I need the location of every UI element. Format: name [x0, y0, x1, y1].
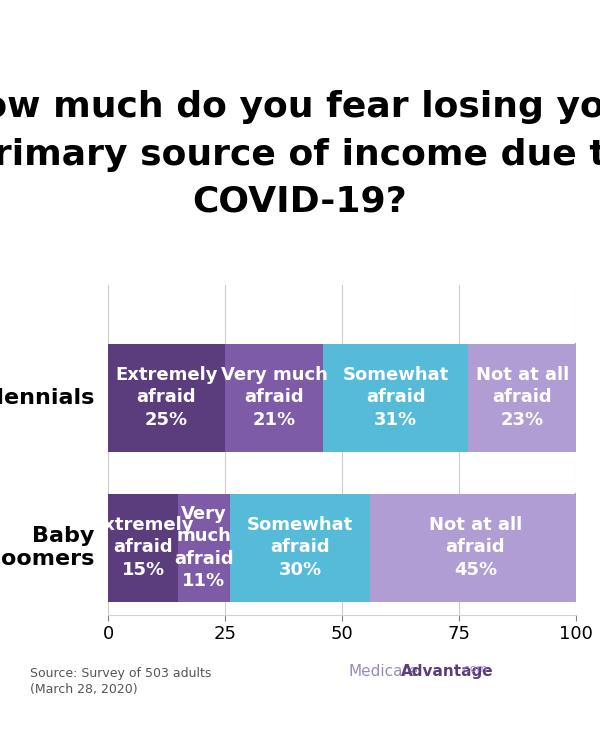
Text: Extremely
afraid
15%: Extremely afraid 15% — [92, 516, 194, 579]
Bar — [230, 494, 370, 602]
Text: Advantage: Advantage — [401, 664, 493, 679]
Bar — [225, 344, 323, 452]
Bar — [178, 494, 230, 602]
Text: Very much
afraid
21%: Very much afraid 21% — [221, 366, 328, 429]
Text: Somewhat
afraid
31%: Somewhat afraid 31% — [343, 366, 449, 429]
Bar — [108, 494, 178, 602]
Text: Extremely
afraid
25%: Extremely afraid 25% — [115, 366, 218, 429]
Text: Not at all
afraid
23%: Not at all afraid 23% — [476, 366, 569, 429]
Text: Medicare: Medicare — [348, 664, 418, 679]
Ellipse shape — [570, 344, 582, 452]
Bar — [323, 344, 469, 452]
Text: .com: .com — [461, 664, 488, 674]
Text: How much do you fear losing your
primary source of income due to
COVID-19?: How much do you fear losing your primary… — [0, 90, 600, 219]
Bar — [469, 344, 576, 452]
Bar — [370, 494, 581, 602]
Text: Very
much
afraid
11%: Very much afraid 11% — [174, 506, 234, 590]
Ellipse shape — [570, 494, 582, 602]
Text: Somewhat
afraid
30%: Somewhat afraid 30% — [247, 516, 353, 579]
Bar — [108, 344, 225, 452]
Text: Source: Survey of 503 adults
(March 28, 2020): Source: Survey of 503 adults (March 28, … — [30, 668, 211, 695]
Text: Not at all
afraid
45%: Not at all afraid 45% — [429, 516, 522, 579]
